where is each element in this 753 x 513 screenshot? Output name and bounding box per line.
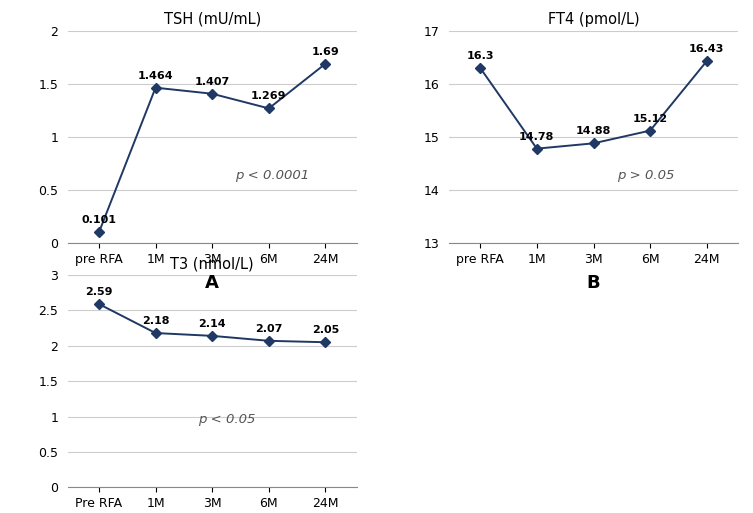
Text: 1.464: 1.464 [138,71,173,81]
Text: 2.18: 2.18 [142,316,169,326]
Text: 1.69: 1.69 [312,47,340,57]
Text: A: A [206,274,219,292]
Text: B: B [587,274,600,292]
Text: 16.3: 16.3 [466,51,494,61]
Text: 14.78: 14.78 [519,132,554,142]
Text: 16.43: 16.43 [689,44,724,54]
Text: 1.269: 1.269 [251,91,287,102]
Text: 15.12: 15.12 [633,114,668,124]
Title: FT4 (pmol/L): FT4 (pmol/L) [547,12,639,27]
Text: 2.14: 2.14 [198,319,226,329]
Text: p < 0.05: p < 0.05 [198,413,255,426]
Text: 14.88: 14.88 [576,126,611,136]
Text: p > 0.05: p > 0.05 [617,169,674,182]
Text: 1.407: 1.407 [194,77,230,87]
Text: p < 0.0001: p < 0.0001 [235,169,309,182]
Title: TSH (mU/mL): TSH (mU/mL) [163,12,261,27]
Title: T3 (nmol/L): T3 (nmol/L) [170,256,254,271]
Text: 0.101: 0.101 [81,215,117,226]
Text: 2.59: 2.59 [85,287,113,297]
Text: 2.05: 2.05 [312,325,339,336]
Text: 2.07: 2.07 [255,324,282,334]
